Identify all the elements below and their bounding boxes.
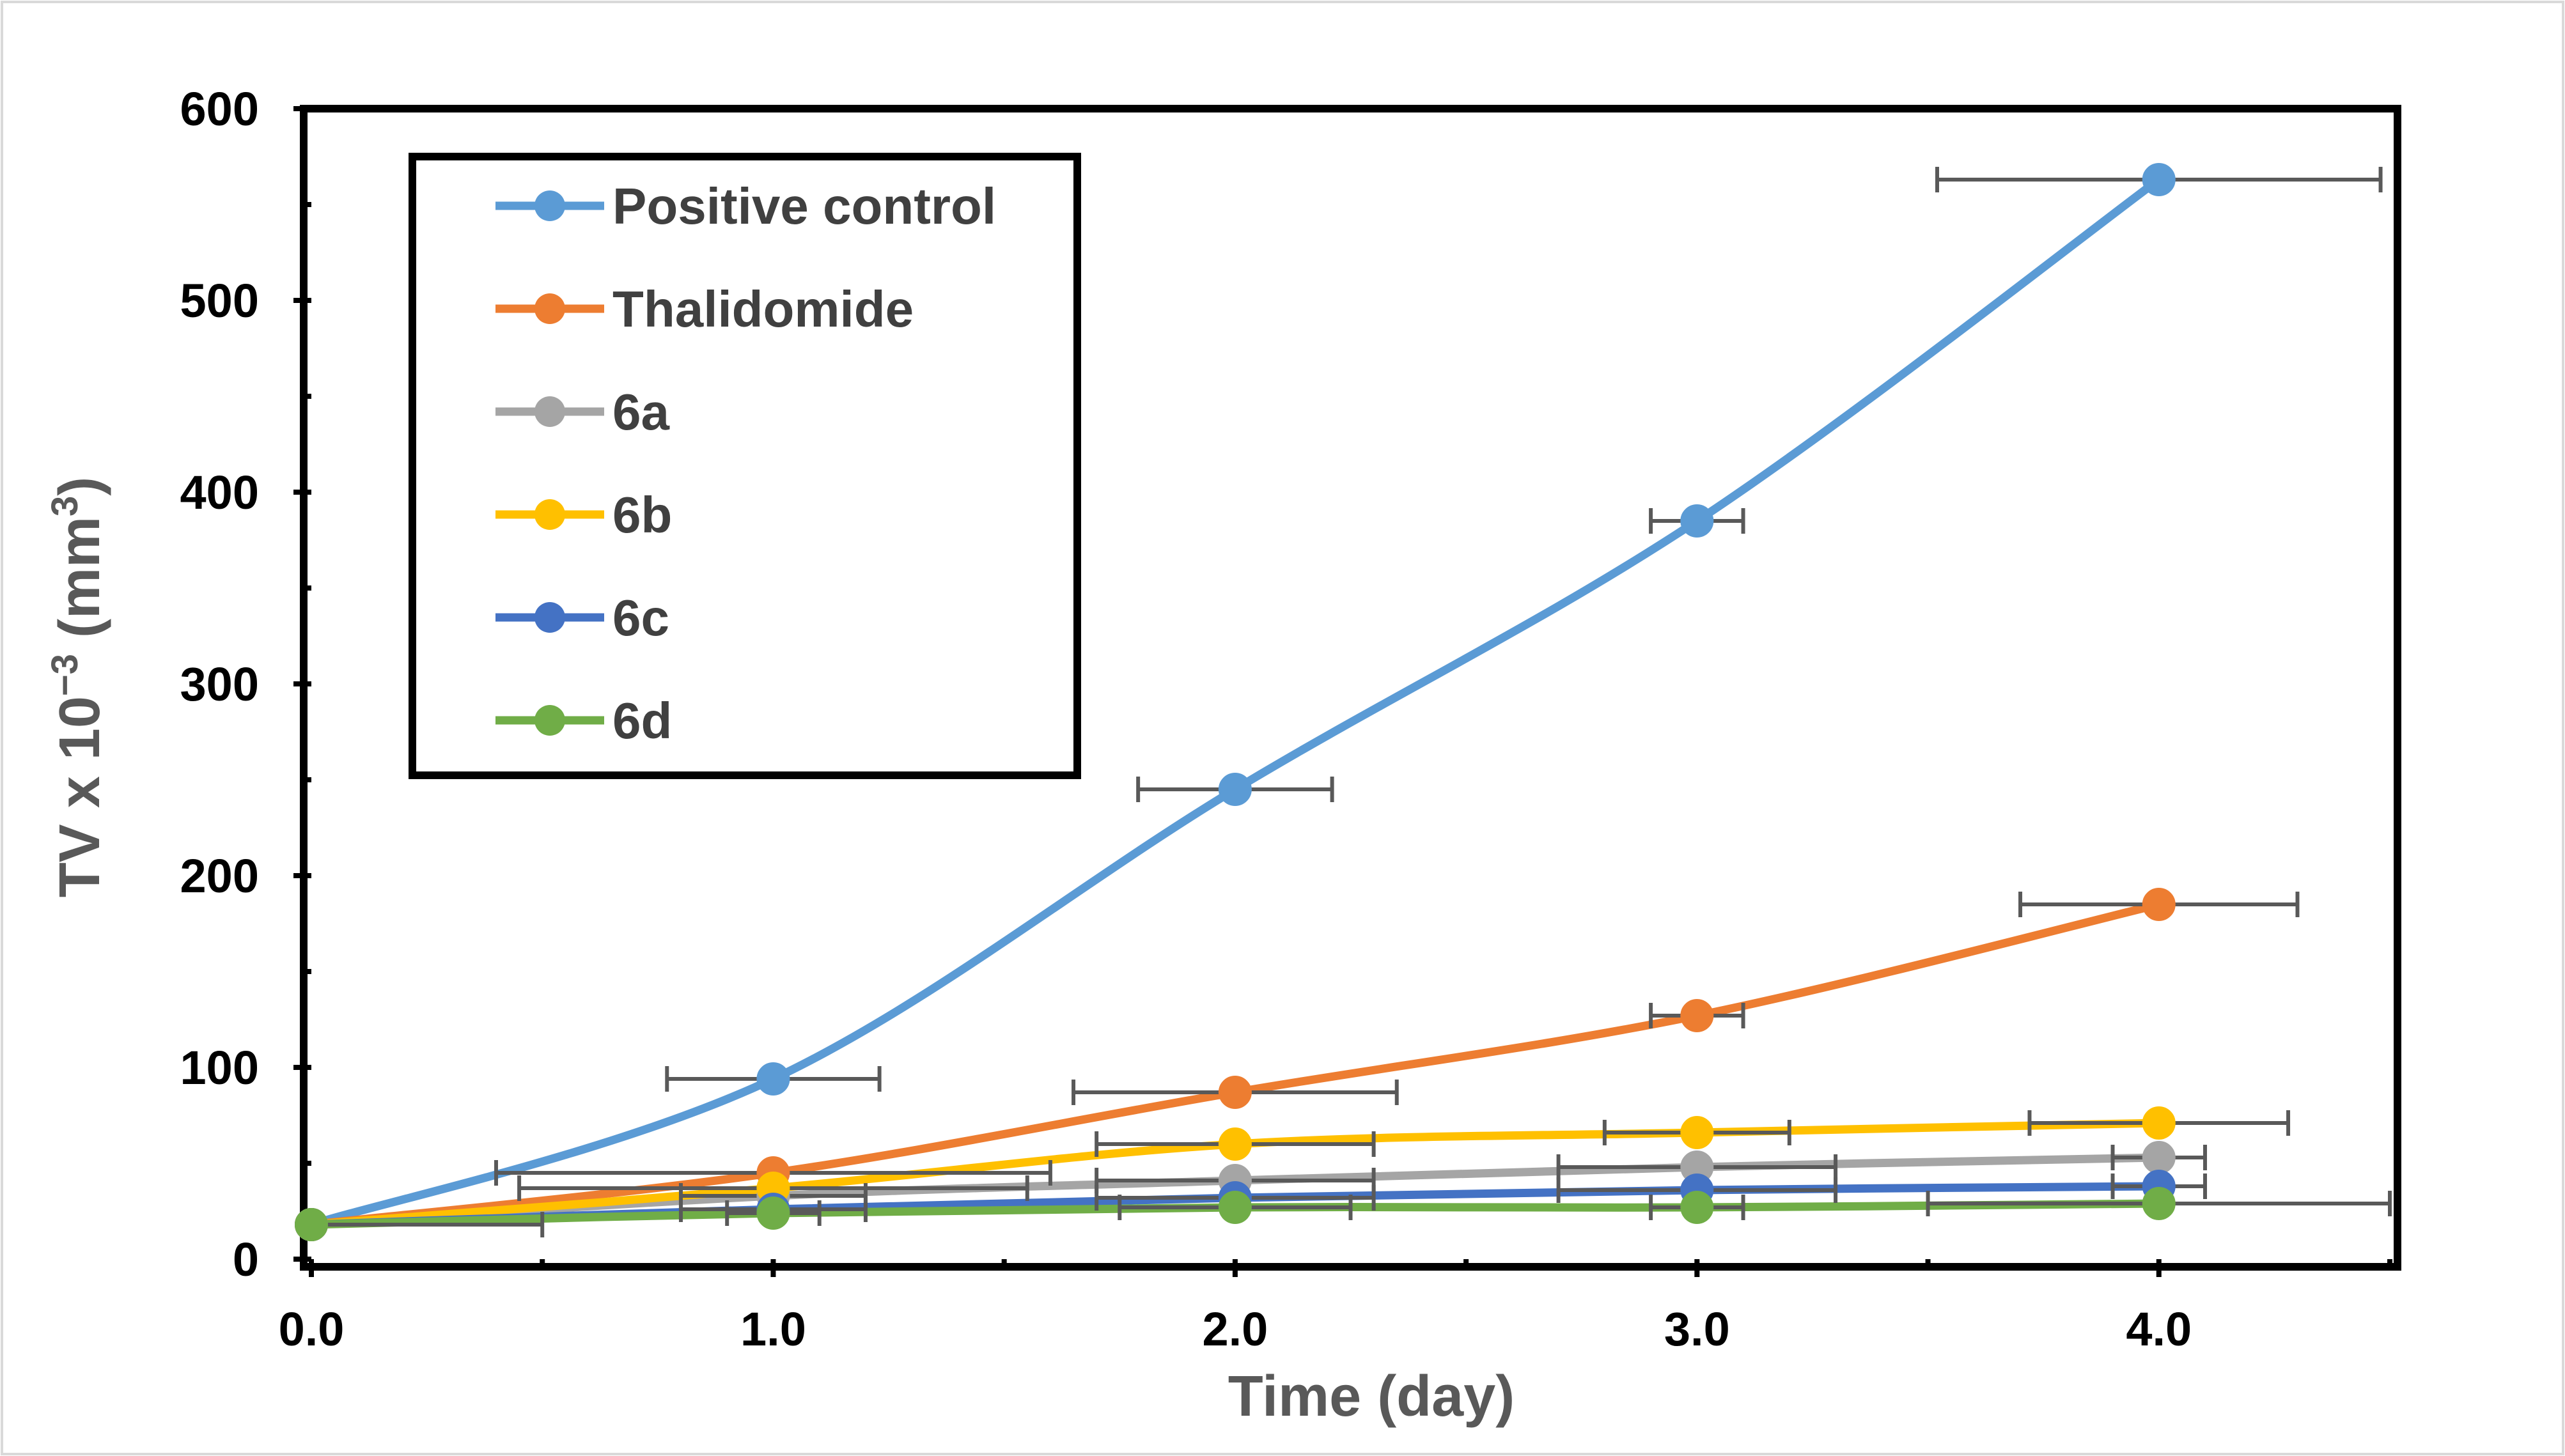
- data-point-positive-control: [756, 1062, 790, 1096]
- data-point-positive-control: [1680, 504, 1714, 538]
- data-point-6d: [295, 1208, 328, 1241]
- data-point-6b: [1680, 1116, 1714, 1149]
- legend-item-6d: 6d: [495, 692, 672, 749]
- data-point-6b: [2142, 1106, 2176, 1140]
- y-tick-labels: 0 100 200 300 400 500 600: [180, 82, 259, 1286]
- x-tick-label: 4.0: [2126, 1303, 2192, 1356]
- x-tick-labels: 0.0 1.0 2.0 3.0 4.0: [279, 1303, 2192, 1356]
- data-point-positive-control: [1218, 773, 1252, 806]
- y-axis-title-close: ): [48, 477, 112, 496]
- y-tick-label: 0: [233, 1233, 259, 1286]
- x-tick-label: 2.0: [1202, 1303, 1268, 1356]
- y-tick-label: 200: [180, 849, 259, 902]
- data-point-6a: [2142, 1141, 2176, 1174]
- legend-label: Thalidomide: [612, 281, 914, 337]
- y-axis-title: TV x 10−3 (mm3): [44, 477, 112, 898]
- y-axis-title-unit: (mm: [48, 516, 112, 654]
- x-tick-label: 0.0: [279, 1303, 345, 1356]
- legend-item-6a: 6a: [495, 383, 669, 440]
- x-tick-label: 1.0: [740, 1303, 806, 1356]
- y-axis-title-unit-exp: 3: [44, 496, 86, 516]
- legend-label: 6a: [612, 383, 669, 440]
- data-point-thalidomide: [2142, 888, 2176, 921]
- legend-item-thalidomide: Thalidomide: [495, 281, 914, 337]
- data-point-6d: [1680, 1191, 1714, 1224]
- y-tick-label: 400: [180, 466, 259, 519]
- data-point-6d: [2142, 1187, 2176, 1220]
- legend-label: 6c: [612, 589, 669, 646]
- data-point-positive-control: [2142, 163, 2176, 196]
- data-markers: [295, 163, 2176, 1241]
- legend-swatch-marker: [534, 499, 565, 530]
- x-tick-label: 3.0: [1664, 1303, 1730, 1356]
- legend-label: Positive control: [612, 178, 996, 235]
- legend: Positive control Thalidomide 6a 6b 6c 6d: [409, 153, 1081, 779]
- y-tick-label: 300: [180, 658, 259, 711]
- legend-label: 6b: [612, 486, 672, 543]
- legend-item-6c: 6c: [495, 589, 669, 646]
- y-tick-label: 100: [180, 1041, 259, 1094]
- y-axis-title-exp: −3: [44, 654, 86, 696]
- legend-label: 6d: [612, 692, 672, 749]
- data-point-thalidomide: [1680, 999, 1714, 1032]
- data-point-6d: [1218, 1191, 1252, 1224]
- legend-swatch-marker: [534, 602, 565, 633]
- legend-swatch-marker: [534, 190, 565, 221]
- y-tick-label: 600: [180, 82, 259, 136]
- legend-swatch-marker: [534, 705, 565, 736]
- axis-ticks: [293, 106, 2392, 1277]
- x-axis-title: Time (day): [1228, 1365, 1515, 1429]
- data-point-thalidomide: [1218, 1076, 1252, 1109]
- legend-item-6b: 6b: [495, 486, 672, 543]
- y-tick-label: 500: [180, 274, 259, 327]
- legend-item-positive-control: Positive control: [495, 178, 996, 235]
- data-point-6d: [756, 1197, 790, 1230]
- legend-box: [409, 153, 1081, 779]
- legend-items: Positive control Thalidomide 6a 6b 6c 6d: [495, 178, 996, 749]
- legend-swatch-marker: [534, 396, 565, 427]
- data-point-6b: [1218, 1127, 1252, 1161]
- y-axis-title-main: TV x 10: [48, 696, 112, 897]
- legend-swatch-marker: [534, 293, 565, 324]
